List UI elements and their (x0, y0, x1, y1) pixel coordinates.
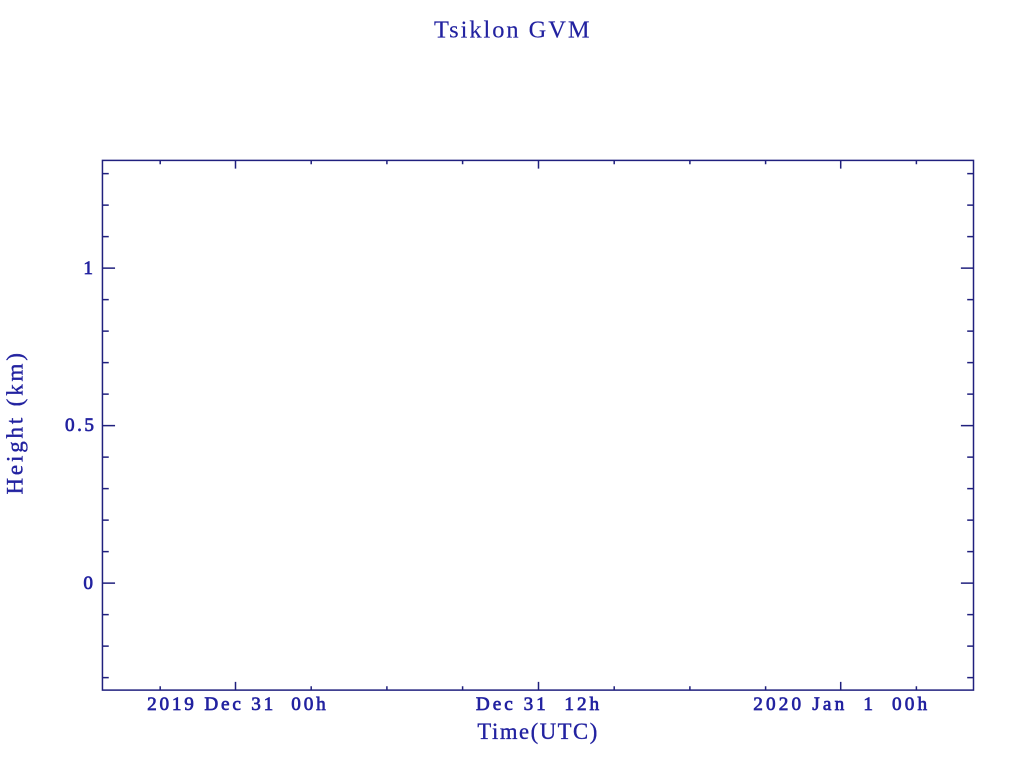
svg-text:1: 1 (83, 258, 93, 279)
svg-text:2020 Jan 1 00h: 2020 Jan 1 00h (753, 694, 927, 715)
svg-text:2019 Dec 31 00h: 2019 Dec 31 00h (147, 694, 326, 715)
svg-text:Height (km): Height (km) (3, 353, 28, 495)
svg-text:Tsiklon GVM: Tsiklon GVM (434, 17, 590, 44)
svg-text:0: 0 (83, 573, 93, 594)
svg-text:0.5: 0.5 (65, 415, 94, 436)
svg-text:Time(UTC): Time(UTC) (477, 719, 597, 744)
svg-text:Dec 31 12h: Dec 31 12h (476, 694, 600, 715)
